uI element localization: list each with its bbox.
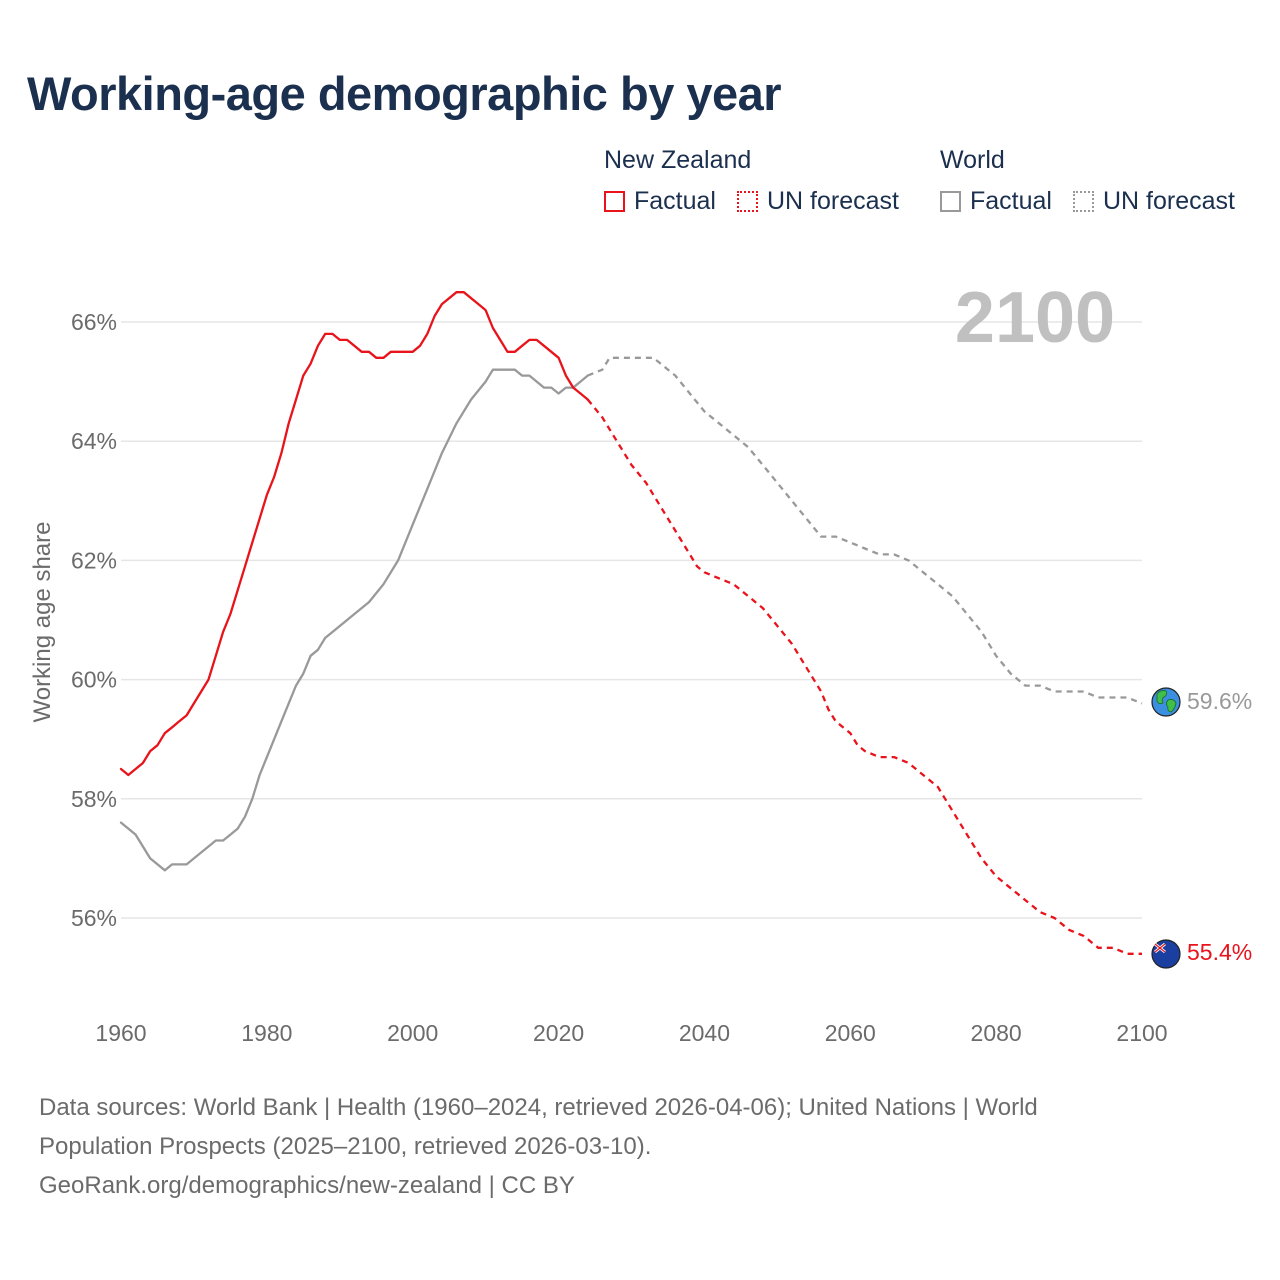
new-zealand-flag-icon — [1151, 939, 1181, 969]
footer-attribution[interactable]: GeoRank.org/demographics/new-zealand | C… — [39, 1172, 575, 1199]
x-tick-label-2080: 2080 — [971, 1020, 1022, 1046]
nz-factual-line — [119, 291, 589, 777]
legend-swatch-world-factual — [940, 190, 961, 212]
legend-group-world: World — [940, 146, 1005, 174]
legend-item-nz-forecast[interactable]: UN forecast — [737, 186, 899, 216]
x-tick-label-2060: 2060 — [825, 1020, 876, 1046]
footer-sources-line1: Data sources: World Bank | Health (1960–… — [39, 1094, 1038, 1121]
world-factual-line — [119, 368, 589, 872]
world-globe-icon — [1151, 687, 1181, 717]
x-tick-label-2100: 2100 — [1116, 1020, 1167, 1046]
grid-lines — [121, 321, 1142, 919]
legend-item-world-factual[interactable]: Factual — [940, 186, 1052, 216]
legend-label-nz-factual: Factual — [634, 186, 716, 215]
y-tick-label-60: 60% — [71, 667, 117, 693]
x-tick-label-1980: 1980 — [241, 1020, 292, 1046]
legend-label-world-forecast: UN forecast — [1103, 186, 1235, 215]
legend-label-nz-forecast: UN forecast — [767, 186, 899, 215]
series-lines — [119, 291, 1143, 955]
y-tick-label-58: 58% — [71, 786, 117, 812]
x-axis-ticks: 1960 1980 2000 2020 2040 2060 2080 2100 — [95, 1020, 1167, 1046]
legend-swatch-world-forecast — [1073, 190, 1094, 212]
y-tick-label-56: 56% — [71, 905, 117, 931]
year-display: 2100 — [955, 278, 1115, 358]
x-tick-label-2040: 2040 — [679, 1020, 730, 1046]
world-end-label: 59.6% — [1187, 688, 1252, 714]
x-tick-label-1960: 1960 — [95, 1020, 146, 1046]
y-axis-label: Working age share — [29, 522, 56, 723]
nz-end-label: 55.4% — [1187, 939, 1252, 965]
legend-swatch-nz-forecast — [737, 190, 758, 212]
y-axis-ticks: 56% 58% 60% 62% 64% 66% — [71, 309, 117, 931]
footer-sources-line2: Population Prospects (2025–2100, retriev… — [39, 1133, 652, 1160]
x-tick-label-2000: 2000 — [387, 1020, 438, 1046]
chart-title: Working-age demographic by year — [27, 67, 782, 120]
legend-swatch-nz-factual — [604, 190, 625, 212]
nz-forecast-line — [586, 398, 1142, 955]
y-tick-label-64: 64% — [71, 428, 117, 454]
world-forecast-line — [587, 356, 1143, 705]
y-tick-label-62: 62% — [71, 547, 117, 573]
y-tick-label-66: 66% — [71, 309, 117, 335]
legend-item-nz-factual[interactable]: Factual — [604, 186, 716, 216]
legend-label-world-factual: Factual — [970, 186, 1052, 215]
legend-item-world-forecast[interactable]: UN forecast — [1073, 186, 1235, 216]
legend-group-new-zealand: New Zealand — [604, 146, 752, 174]
footer: Data sources: World Bank | Health (1960–… — [39, 1088, 1239, 1205]
x-tick-label-2020: 2020 — [533, 1020, 584, 1046]
